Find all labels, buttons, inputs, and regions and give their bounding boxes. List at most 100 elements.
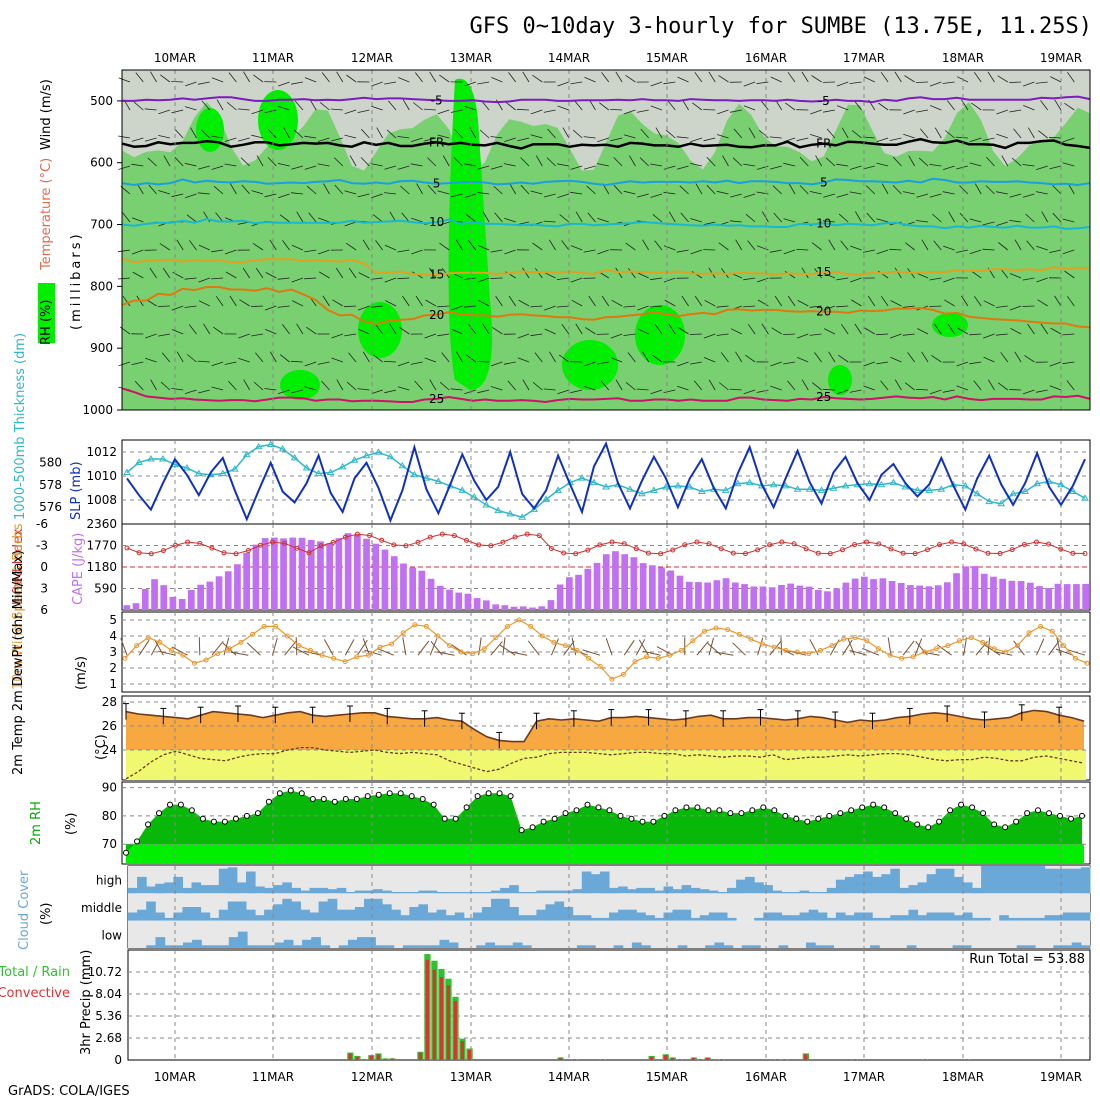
surface-wind-barb: [230, 651, 249, 656]
cloud-cell: [881, 917, 891, 921]
wind-barb: [783, 162, 796, 167]
wind-barb: [933, 240, 942, 251]
thickness-point: [506, 509, 515, 517]
wind-barb: [532, 74, 543, 83]
cloud-cell: [264, 887, 274, 894]
cape-bar: [317, 541, 324, 610]
wind-speed-point: [620, 671, 626, 677]
cloud-cell: [522, 945, 532, 948]
thickness-tick: 580: [39, 455, 62, 469]
wind-barb: [1036, 165, 1048, 170]
wind-barb: [323, 183, 330, 195]
contour-FR: [121, 137, 1091, 150]
wind-barb: [397, 361, 410, 367]
wind-barb: [385, 300, 397, 307]
wind-barb: [627, 352, 636, 363]
upper-rh-label: RH (%): [39, 300, 54, 345]
wind-barb: [362, 239, 370, 251]
bottom-date-label: 11MAR: [252, 1070, 294, 1084]
wind-speed-point: [841, 636, 847, 642]
wind-barb: [894, 71, 902, 83]
lifted-index-point: [779, 539, 785, 545]
wind-speed-point: [145, 635, 151, 641]
thickness-line: [126, 443, 1086, 519]
wind-barb: [836, 305, 849, 308]
wind-barb: [650, 105, 663, 111]
wind-barb: [387, 100, 397, 111]
lifted-index-point: [949, 539, 955, 545]
cloud-cell: [375, 945, 386, 948]
lifted-index-point: [803, 546, 809, 552]
wind-barb: [144, 137, 157, 142]
temp-tick: 24: [102, 743, 117, 757]
wind-barb: [159, 243, 171, 251]
thickness-point: [398, 461, 407, 469]
rh2m-point: [595, 804, 602, 811]
wind-barb: [439, 242, 450, 251]
thickness-point: [434, 477, 443, 484]
wind-barb: [228, 72, 237, 83]
wind-barb: [625, 74, 636, 83]
wind-barb: [809, 134, 822, 139]
wind-barb: [278, 193, 290, 199]
cloud-cell: [926, 912, 937, 921]
thickness-label: 1000-500mb Thickness (dm): [13, 333, 28, 520]
wind-barb: [331, 137, 343, 142]
precip-conv-bar: [355, 1056, 359, 1060]
cloud-cell: [1062, 912, 1073, 921]
thickness-point: [697, 487, 706, 494]
wind-barb: [250, 305, 264, 307]
cloud-cell: [463, 892, 474, 894]
cape-label: CAPE (J/kg): [71, 533, 86, 605]
wind-barb: [122, 295, 131, 307]
wind-barb: [655, 127, 663, 139]
top-date-label: 15MAR: [646, 51, 688, 65]
wind-barb: [599, 102, 610, 111]
wind-barb: [532, 381, 543, 391]
cloud-cell: [899, 915, 909, 921]
wind-barb: [782, 333, 796, 335]
wind-barb: [730, 193, 742, 198]
rh2m-point: [1035, 807, 1041, 814]
wind-barb: [811, 242, 822, 251]
wind-barb: [650, 277, 663, 281]
wind-barb: [198, 165, 210, 170]
wind-barb: [588, 295, 596, 307]
cloud-cell: [677, 945, 688, 948]
cape-bar: [639, 563, 647, 610]
wind-barb: [291, 244, 304, 251]
lifted-index-point: [451, 533, 457, 539]
wind-barb: [441, 352, 450, 363]
lifted-index-point: [427, 534, 433, 540]
wind-barb: [876, 218, 889, 223]
wind-barb: [522, 71, 530, 83]
precip-conv-bar: [467, 1050, 471, 1060]
rh2m-point: [221, 818, 228, 825]
wind-barb: [437, 221, 450, 227]
wind-barb: [876, 249, 889, 255]
thickness-point: [973, 489, 982, 497]
wind-barb: [969, 162, 982, 167]
wind-barb: [1038, 130, 1048, 139]
wind-barb: [828, 239, 836, 251]
wind-barb: [344, 190, 357, 195]
wind-barb: [490, 136, 503, 139]
wind-barb: [1022, 193, 1035, 198]
wind-barb: [918, 157, 929, 167]
cloud-cell: [1080, 912, 1091, 921]
surface-wind-barb: [902, 640, 915, 656]
rh2m-point: [331, 798, 338, 805]
wind-barb: [197, 81, 210, 85]
lifted-index-point: [864, 539, 870, 545]
slp-line: [126, 440, 1086, 524]
wind-barb: [331, 357, 343, 363]
thickness-point: [961, 481, 970, 489]
cloud-cell: [981, 866, 991, 894]
wind-speed-point: [678, 647, 684, 653]
rh-high-column: [448, 78, 493, 390]
wind-barb: [716, 305, 729, 308]
wind-barb: [929, 389, 942, 395]
cloud-cell: [137, 876, 147, 894]
